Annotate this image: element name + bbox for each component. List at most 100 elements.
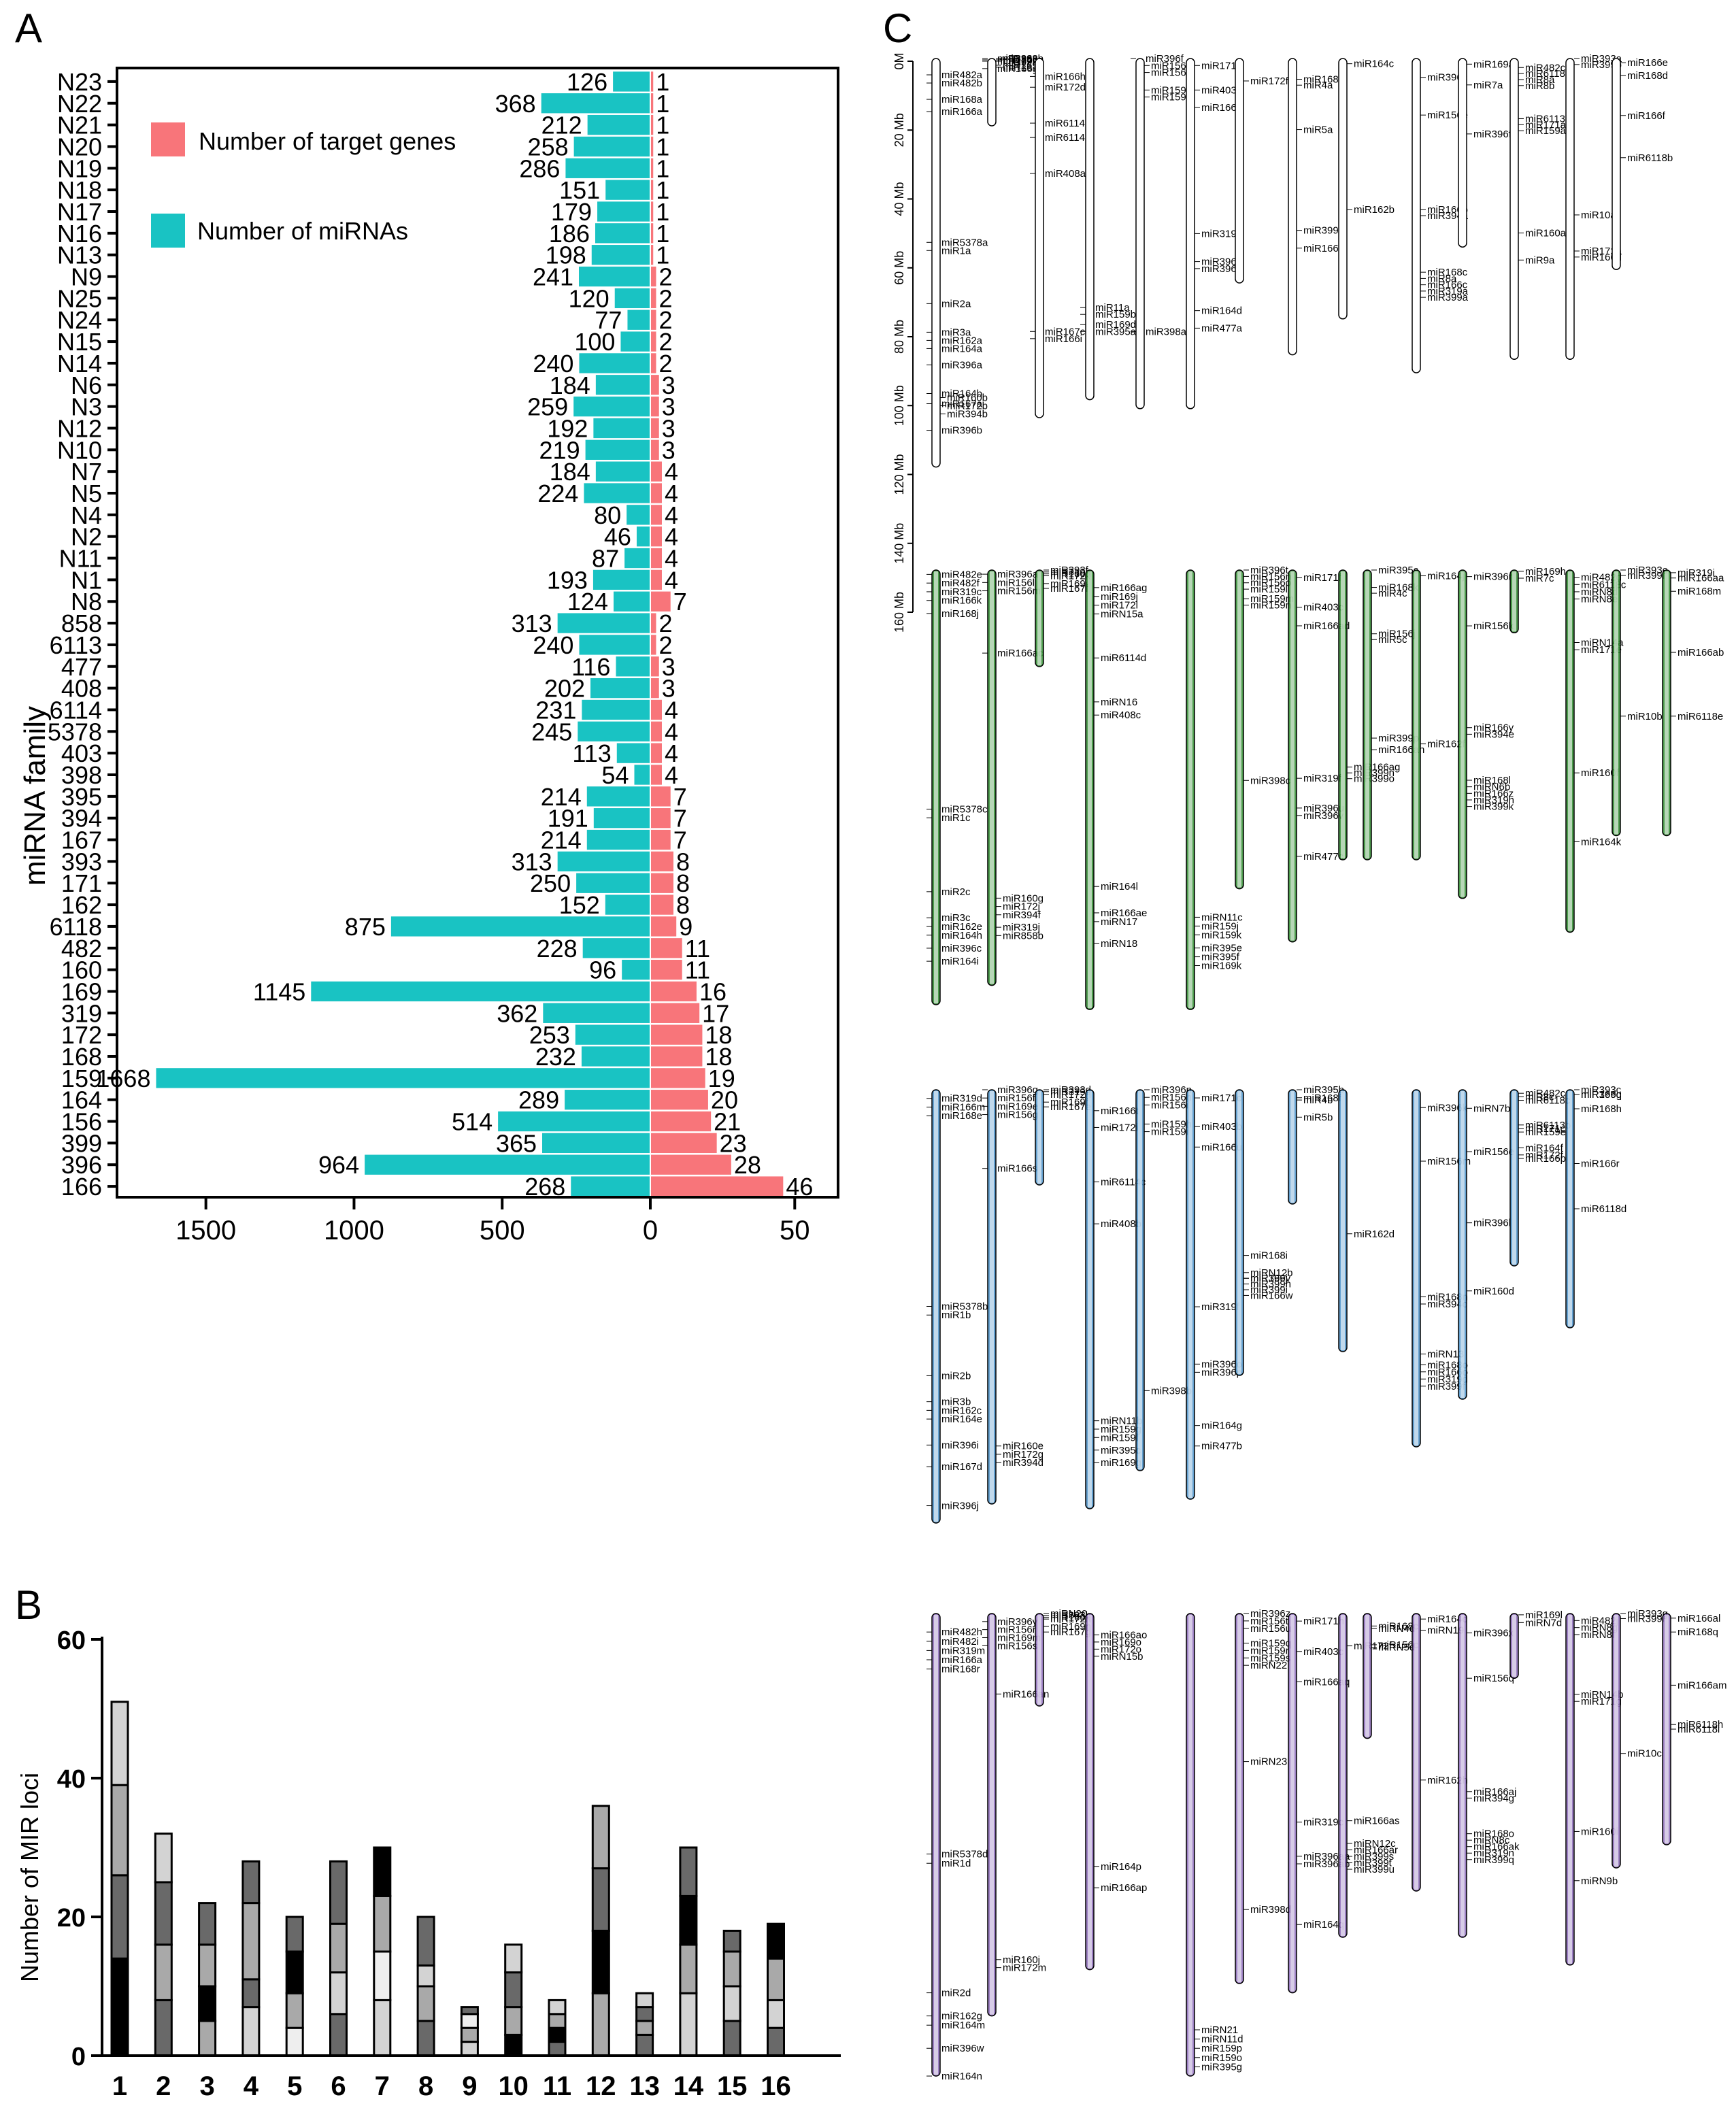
category-label: 477 [61, 653, 102, 681]
target-bar [650, 721, 662, 741]
target-value-label: 4 [665, 696, 678, 724]
mir-locus-label: miR482b [941, 78, 982, 89]
mir-locus-label: miR10c [1627, 1748, 1662, 1760]
target-bar [650, 591, 671, 612]
mir-locus-label: miR5378b [941, 1301, 988, 1313]
mirna-bar [571, 1176, 650, 1197]
target-bar [650, 526, 662, 547]
mirna-bar [624, 548, 650, 569]
mir-locus-label: miR319d [941, 1093, 982, 1105]
mirna-value-label: 116 [571, 653, 610, 681]
mir-locus-label: miR166am [1677, 1679, 1727, 1691]
mir-locus-label: miR156u [1250, 1623, 1291, 1635]
stacked-bar-segment [722, 1950, 741, 1988]
category-label: N4 [71, 501, 102, 529]
panel-a-ylabel: miRNA family [18, 706, 52, 886]
mir-locus-label: miR396c [941, 943, 982, 954]
target-value-label: 4 [665, 545, 678, 573]
mirna-value-label: 179 [551, 198, 592, 226]
mir-locus-label: miR156r [997, 1624, 1036, 1636]
chromosome-core [1088, 1091, 1092, 1507]
mir-locus-label: miR4b [1303, 1094, 1333, 1106]
target-value-label: 1 [656, 220, 669, 248]
stacked-bar-segment [635, 2033, 654, 2057]
mir-locus-label: miR159d [1151, 92, 1192, 103]
mir-locus-label: miR169o [1101, 1637, 1141, 1648]
stacked-bar-segment [635, 2020, 654, 2036]
target-value-label: 28 [734, 1151, 761, 1179]
mir-locus-label: miR4c [1378, 588, 1407, 599]
mir-locus-label: miR162h [1427, 1775, 1468, 1786]
mir-locus-label: miRN11b [1101, 1416, 1142, 1427]
stacked-bar-segment [285, 1916, 304, 1953]
mir-locus-label: miR164k [1581, 836, 1622, 848]
mir-locus-label: miR167g [1050, 1626, 1091, 1638]
mir-locus-label: miR166ab [1677, 647, 1724, 658]
mirna-value-label: 80 [594, 501, 621, 529]
category-label: 396 [61, 1151, 102, 1179]
mirna-value-label: 87 [592, 545, 619, 573]
stacked-bar-segment [154, 1943, 173, 2001]
mir-locus-label: miR166ar [1354, 1844, 1398, 1856]
mir-locus-label: miR168i [1250, 1250, 1288, 1262]
chromosome [1509, 58, 1519, 360]
mir-locus-label: miR396e [997, 53, 1038, 65]
mir-locus-label: miR403b [1201, 1121, 1242, 1133]
category-label: 6118 [50, 913, 102, 941]
legend-label-mirna: Number of miRNAs [197, 217, 408, 245]
panel-label-c: C [883, 5, 912, 51]
mir-locus-label: miR5378d [941, 1849, 988, 1860]
stacked-bar-segment [548, 1999, 567, 2016]
mir-locus-label: miR166w [1250, 1290, 1293, 1301]
mirna-value-label: 514 [452, 1108, 493, 1136]
target-value-label: 8 [676, 891, 690, 919]
chromosome-core [1414, 1091, 1418, 1445]
mir-locus-label: miRN9b [1581, 1875, 1618, 1887]
mir-locus-label: miR395a [1095, 326, 1137, 337]
target-value-label: 1 [656, 90, 669, 118]
mir-locus-label: miR166k [941, 595, 982, 607]
mirna-bar [578, 721, 650, 741]
category-label: N14 [57, 350, 102, 378]
x-tick-label: 15 [717, 2071, 748, 2101]
plot-frame [116, 67, 839, 1199]
chromosome-core [1188, 1615, 1192, 2075]
mir-locus-label: miR169h [1525, 566, 1566, 578]
mir-locus-label: miR169g [1101, 1457, 1141, 1469]
mirna-bar [616, 656, 650, 677]
mirna-value-label: 241 [533, 263, 573, 291]
target-value-label: 3 [662, 414, 675, 442]
mirna-bar [156, 1068, 650, 1088]
stacked-bar-segment [329, 1971, 348, 2016]
target-bar [650, 180, 654, 200]
mir-locus-label: miR166aa [1677, 573, 1724, 584]
stacked-bar-segment [154, 1833, 173, 1884]
mir-locus-label: miR159i [1151, 1126, 1188, 1138]
panel-b-ylabel: Number of MIR loci [16, 1773, 44, 1982]
target-value-label: 7 [673, 588, 687, 616]
chromosome-core [1460, 1091, 1465, 1398]
target-bar [650, 569, 662, 590]
chromosome [1412, 58, 1421, 373]
category-label: 408 [61, 675, 102, 703]
mir-locus-label: miR396a [941, 359, 983, 371]
stacked-bar-segment [329, 1860, 348, 1925]
mb-axis-label: 140 Mb [892, 523, 906, 564]
target-bar [650, 895, 673, 915]
mir-locus-label: miR164m [941, 2020, 985, 2031]
mirna-bar [582, 938, 650, 958]
mir-locus-label: miR156q [1473, 1673, 1514, 1684]
mir-locus-label: miR395b [1303, 1084, 1344, 1096]
stacked-bar-segment [241, 1978, 261, 2009]
mir-locus-label: miR408a [1045, 168, 1086, 180]
target-value-label: 4 [665, 739, 678, 767]
mirna-value-label: 46 [604, 523, 631, 551]
mir-locus-label: miR398d [1250, 1904, 1291, 1916]
mir-locus-label: miR396r [1473, 571, 1512, 583]
legend-swatch-target [151, 122, 185, 156]
mir-locus-label: miR8a [1525, 74, 1555, 86]
target-bar [650, 635, 656, 655]
mir-locus-label: miR166q [1581, 1089, 1622, 1101]
mir-locus-label: miR319b [1201, 228, 1242, 239]
target-value-label: 4 [665, 566, 678, 594]
